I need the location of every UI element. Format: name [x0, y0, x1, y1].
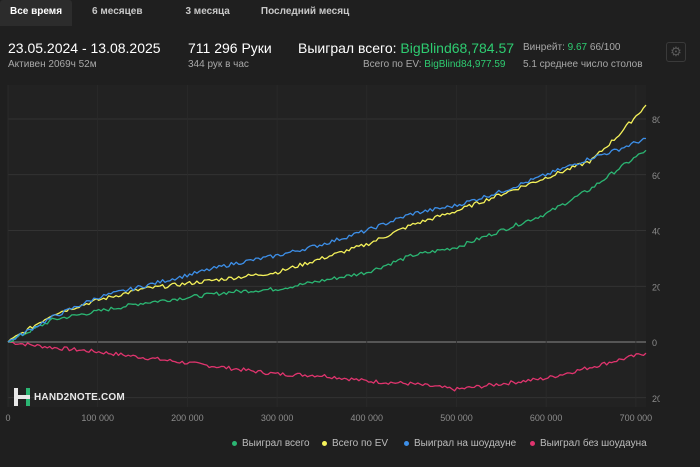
legend-dot-non-showdown: [530, 441, 535, 446]
won-label: Выиграл всего:: [298, 40, 397, 56]
legend-item-showdown[interactable]: Выиграл на шоудауне: [404, 438, 516, 449]
stats-header: 23.05.2024 - 13.08.2025 Активен 2069ч 52…: [0, 28, 700, 78]
y-tick-label: 80 000: [652, 115, 660, 125]
hand2note-logo-icon: [14, 388, 30, 406]
profit-chart-panel: 80 000 60 000 40 000 20 000 0 20 000 0 100 000 2…: [0, 85, 680, 425]
x-tick-label: 400 000: [351, 413, 384, 423]
tab-6-months[interactable]: 6 месяцев: [92, 6, 143, 17]
series-line-showdown: [7, 137, 647, 343]
x-tick-label: 700 000: [620, 413, 653, 423]
ev-label: Всего по EV:: [363, 59, 422, 70]
date-range: 23.05.2024 - 13.08.2025: [8, 40, 161, 56]
legend-label-showdown: Выиграл на шоудауне: [414, 438, 517, 449]
hands-count: 711 296 Руки: [188, 40, 272, 56]
y-tick-label: 20 000: [652, 394, 660, 404]
y-tick-label: 40 000: [652, 227, 660, 237]
legend-label-won: Выиграл всего: [242, 438, 310, 449]
series-line-won: [7, 149, 647, 343]
ev-value: BigBlind84,977.59: [424, 59, 506, 70]
x-tick-label: 200 000: [171, 413, 204, 423]
hands-per-hour: 344 рук в час: [188, 59, 249, 70]
series-line-non-showdown: [7, 341, 647, 392]
plot-area: [8, 85, 646, 407]
x-tick-label: 500 000: [440, 413, 473, 423]
legend-item-won[interactable]: Выиграл всего: [232, 438, 310, 449]
y-tick-label: 0: [652, 338, 657, 348]
tab-last-month[interactable]: Последний месяц: [260, 6, 350, 17]
chart-legend: Выиграл всего Всего по EV Выиграл на шоу…: [0, 436, 700, 452]
period-tabs: Все время 6 месяцев 3 месяца Последний м…: [0, 0, 700, 26]
y-tick-label: 20 000: [652, 282, 660, 292]
x-tick-label: 100 000: [81, 413, 114, 423]
winrate-label: Винрейт:: [523, 42, 565, 53]
tab-all-time[interactable]: Все время: [0, 0, 73, 26]
legend-label-ev: Всего по EV: [332, 438, 389, 449]
x-tick-label: 300 000: [261, 413, 294, 423]
x-tick-label: 600 000: [530, 413, 563, 423]
avg-tables: 5.1 среднее число столов: [523, 59, 643, 70]
legend-dot-ev: [322, 441, 327, 446]
winrate-value: 9.67: [567, 42, 588, 53]
legend-item-ev[interactable]: Всего по EV: [322, 438, 388, 449]
tab-3-months[interactable]: 3 месяца: [185, 6, 230, 17]
x-tick-label: 0: [5, 413, 10, 423]
series-line-ev: [7, 104, 647, 343]
y-tick-label: 60 000: [652, 171, 660, 181]
winrate-tables: 66/100: [589, 42, 621, 53]
won-value: BigBlind68,784.57: [400, 40, 515, 56]
profit-chart: 80 000 60 000 40 000 20 000 0 20 000 0 100 000 2…: [5, 85, 680, 423]
hand2note-logo-text: HAND2NOTE.COM: [34, 391, 125, 403]
settings-gear-icon[interactable]: ⚙: [666, 42, 686, 62]
hand2note-logo: HAND2NOTE.COM: [14, 388, 125, 406]
legend-label-non-showdown: Выиграл без шоудауна: [540, 438, 647, 449]
ev-total: Всего по EV: BigBlind84,977.59: [363, 59, 505, 70]
winrate: Винрейт: 9.67 66/100: [523, 42, 620, 53]
won-total: Выиграл всего: BigBlind68,784.57: [298, 40, 514, 56]
legend-dot-won: [232, 441, 237, 446]
active-time: Активен 2069ч 52м: [8, 59, 97, 70]
legend-dot-showdown: [404, 441, 409, 446]
legend-item-non-showdown[interactable]: Выиграл без шоудауна: [530, 438, 647, 449]
